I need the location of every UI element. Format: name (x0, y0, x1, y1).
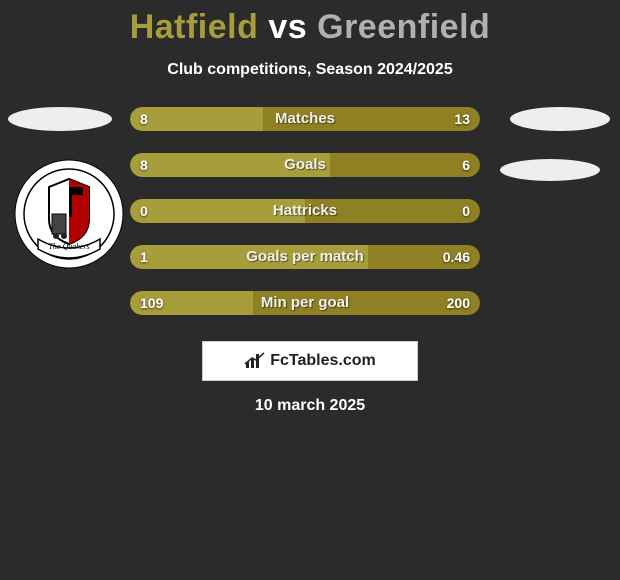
bar-right-value: 6 (462, 153, 470, 177)
bar-right-value: 13 (454, 107, 470, 131)
svg-text:The Quakers: The Quakers (48, 242, 89, 251)
team-crest-icon: The Quakers (14, 159, 124, 269)
bar-label: Matches (130, 107, 480, 131)
brand-text: FcTables.com (270, 352, 376, 370)
stat-bar: 8 Matches 13 (130, 107, 480, 131)
date-text: 10 march 2025 (0, 397, 620, 415)
team-badge-right-placeholder-1 (510, 107, 610, 131)
stat-bar: 0 Hattricks 0 (130, 199, 480, 223)
bar-label: Goals (130, 153, 480, 177)
title-left: Hatfield (130, 8, 259, 46)
bar-right-value: 0.46 (443, 245, 470, 269)
stat-bar: 8 Goals 6 (130, 153, 480, 177)
stat-bar: 1 Goals per match 0.46 (130, 245, 480, 269)
chart-icon (244, 352, 266, 370)
page-title: Hatfield vs Greenfield (0, 0, 620, 47)
bar-label: Hattricks (130, 199, 480, 223)
bar-right-value: 0 (462, 199, 470, 223)
team-badge-right-placeholder-2 (500, 159, 600, 181)
subtitle: Club competitions, Season 2024/2025 (0, 61, 620, 79)
brand-box[interactable]: FcTables.com (202, 341, 418, 381)
team-badge-left-placeholder (8, 107, 112, 131)
title-right: Greenfield (317, 8, 490, 46)
title-vs: vs (268, 8, 307, 46)
bar-right-value: 200 (447, 291, 470, 315)
bar-label: Min per goal (130, 291, 480, 315)
stat-bars: 8 Matches 13 8 Goals 6 0 Hattricks 0 1 G… (130, 107, 480, 337)
bar-label: Goals per match (130, 245, 480, 269)
stat-bar: 109 Min per goal 200 (130, 291, 480, 315)
